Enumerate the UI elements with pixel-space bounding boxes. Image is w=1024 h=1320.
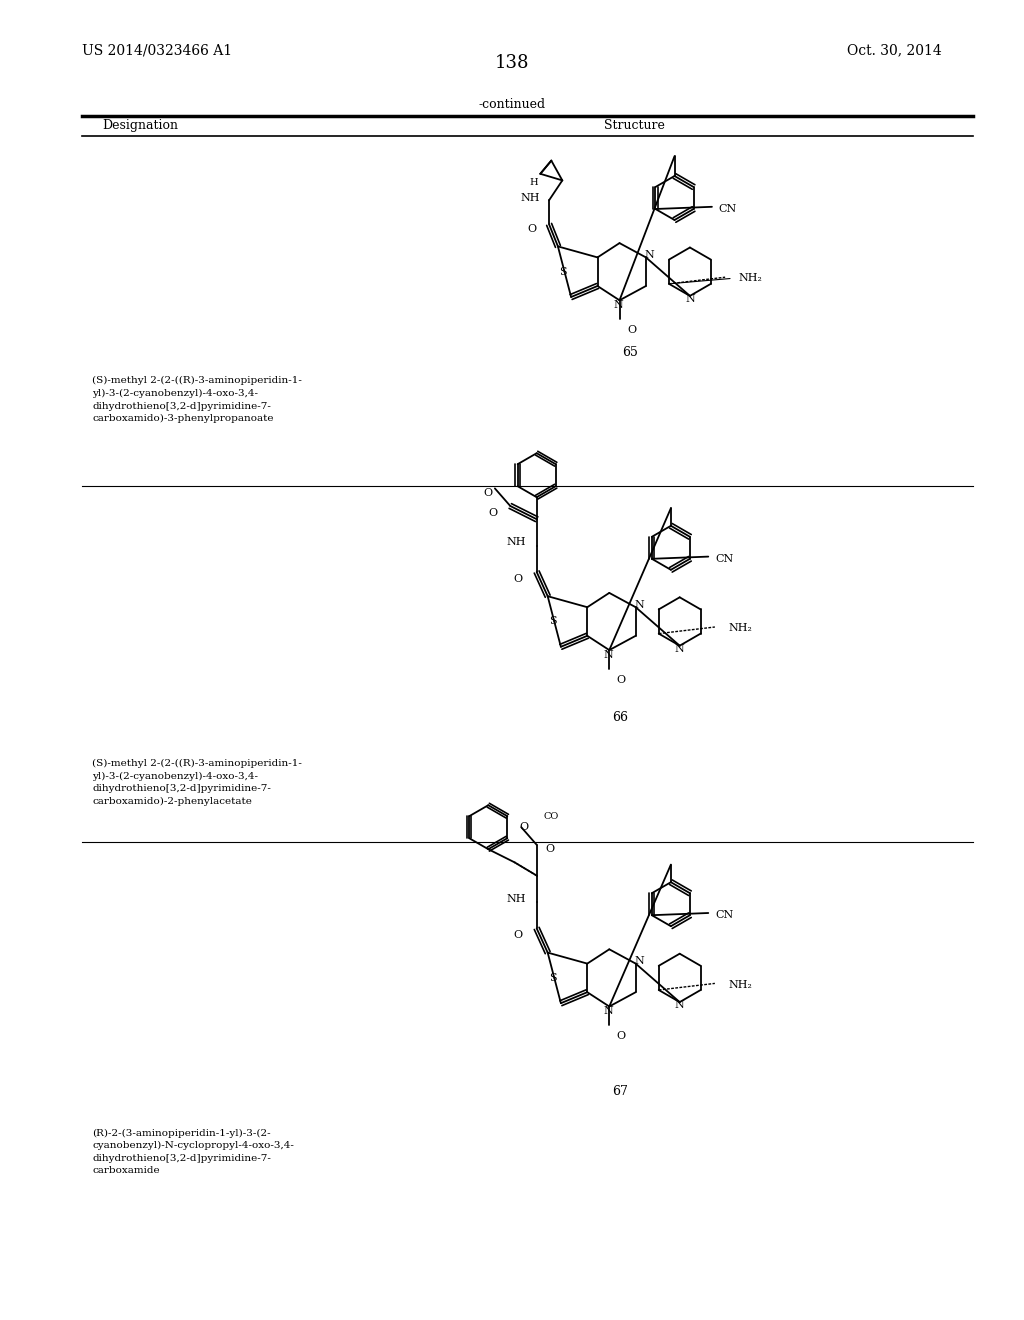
- Text: NH: NH: [506, 894, 525, 904]
- Text: NH₂: NH₂: [728, 979, 752, 990]
- Text: N: N: [644, 251, 654, 260]
- Text: N: N: [634, 601, 644, 610]
- Text: N: N: [634, 957, 644, 966]
- Text: 67: 67: [612, 1085, 628, 1098]
- Text: O: O: [616, 1031, 626, 1041]
- Text: O: O: [616, 675, 626, 685]
- Text: N: N: [603, 1006, 613, 1016]
- Text: CN: CN: [715, 911, 733, 920]
- Text: O: O: [513, 574, 522, 583]
- Text: CN: CN: [715, 554, 733, 564]
- Text: S: S: [549, 973, 557, 983]
- Text: NH₂: NH₂: [738, 273, 762, 284]
- Text: 65: 65: [623, 346, 638, 359]
- Text: CO: CO: [544, 812, 558, 821]
- Text: NH: NH: [521, 193, 541, 203]
- Text: O: O: [527, 224, 537, 234]
- Text: NH: NH: [506, 537, 525, 548]
- Text: CN: CN: [719, 205, 737, 214]
- Text: O: O: [627, 325, 636, 335]
- Text: O: O: [519, 822, 528, 832]
- Text: N: N: [603, 649, 613, 660]
- Text: US 2014/0323466 A1: US 2014/0323466 A1: [82, 44, 232, 57]
- Text: -continued: -continued: [478, 98, 546, 111]
- Text: Structure: Structure: [604, 119, 666, 132]
- Text: O: O: [488, 508, 498, 517]
- Text: N: N: [675, 1001, 685, 1010]
- Text: O: O: [546, 845, 554, 854]
- Text: 66: 66: [612, 710, 629, 723]
- Text: (R)-2-(3-aminopiperidin-1-yl)-3-(2-
cyanobenzyl)-N-cyclopropyl-4-oxo-3,4-
dihydr: (R)-2-(3-aminopiperidin-1-yl)-3-(2- cyan…: [92, 1129, 294, 1175]
- Text: O: O: [513, 931, 522, 940]
- Text: N: N: [685, 294, 695, 304]
- Text: N: N: [675, 644, 685, 653]
- Text: 138: 138: [495, 54, 529, 73]
- Text: (S)-methyl 2-(2-((R)-3-aminopiperidin-1-
yl)-3-(2-cyanobenzyl)-4-oxo-3,4-
dihydr: (S)-methyl 2-(2-((R)-3-aminopiperidin-1-…: [92, 759, 302, 807]
- Text: (S)-methyl 2-(2-((R)-3-aminopiperidin-1-
yl)-3-(2-cyanobenzyl)-4-oxo-3,4-
dihydr: (S)-methyl 2-(2-((R)-3-aminopiperidin-1-…: [92, 376, 302, 424]
- Text: NH₂: NH₂: [728, 623, 752, 634]
- Text: Designation: Designation: [102, 119, 178, 132]
- Text: O: O: [483, 488, 493, 498]
- Text: N: N: [613, 300, 624, 310]
- Text: S: S: [559, 267, 567, 277]
- Text: Oct. 30, 2014: Oct. 30, 2014: [847, 44, 942, 57]
- Text: H: H: [529, 178, 538, 187]
- Text: S: S: [549, 616, 557, 627]
